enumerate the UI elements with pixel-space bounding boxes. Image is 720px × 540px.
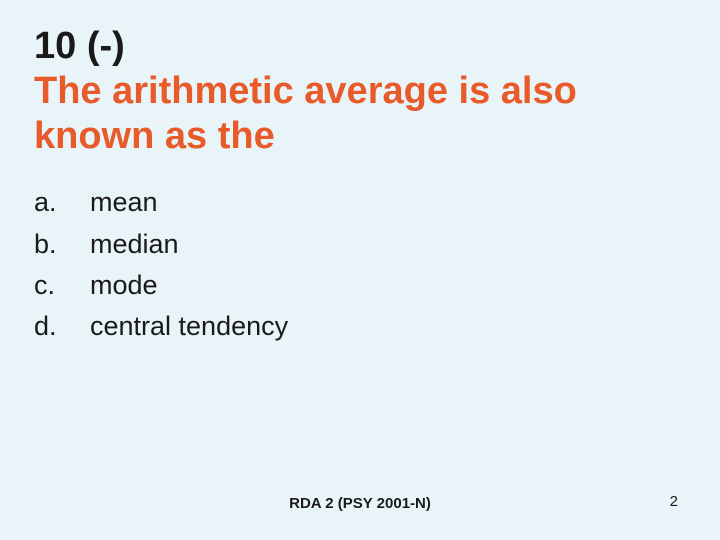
option-letter: b. [34, 226, 90, 263]
options-list: a. mean b. median c. mode d. central ten… [34, 184, 686, 345]
option-letter: a. [34, 184, 90, 221]
option-text: mean [90, 184, 686, 221]
question-text: The arithmetic average is also known as … [34, 70, 577, 157]
footer-center-text: RDA 2 (PSY 2001-N) [0, 495, 720, 512]
page-number: 2 [670, 493, 678, 510]
option-letter: d. [34, 308, 90, 345]
slide: 10 (-) The arithmetic average is also kn… [0, 0, 720, 540]
option-text: mode [90, 267, 686, 304]
question-number: 10 (-) [34, 25, 125, 67]
question-heading: 10 (-) The arithmetic average is also kn… [34, 24, 686, 158]
option-letter: c. [34, 267, 90, 304]
option-text: central tendency [90, 308, 686, 345]
option-text: median [90, 226, 686, 263]
